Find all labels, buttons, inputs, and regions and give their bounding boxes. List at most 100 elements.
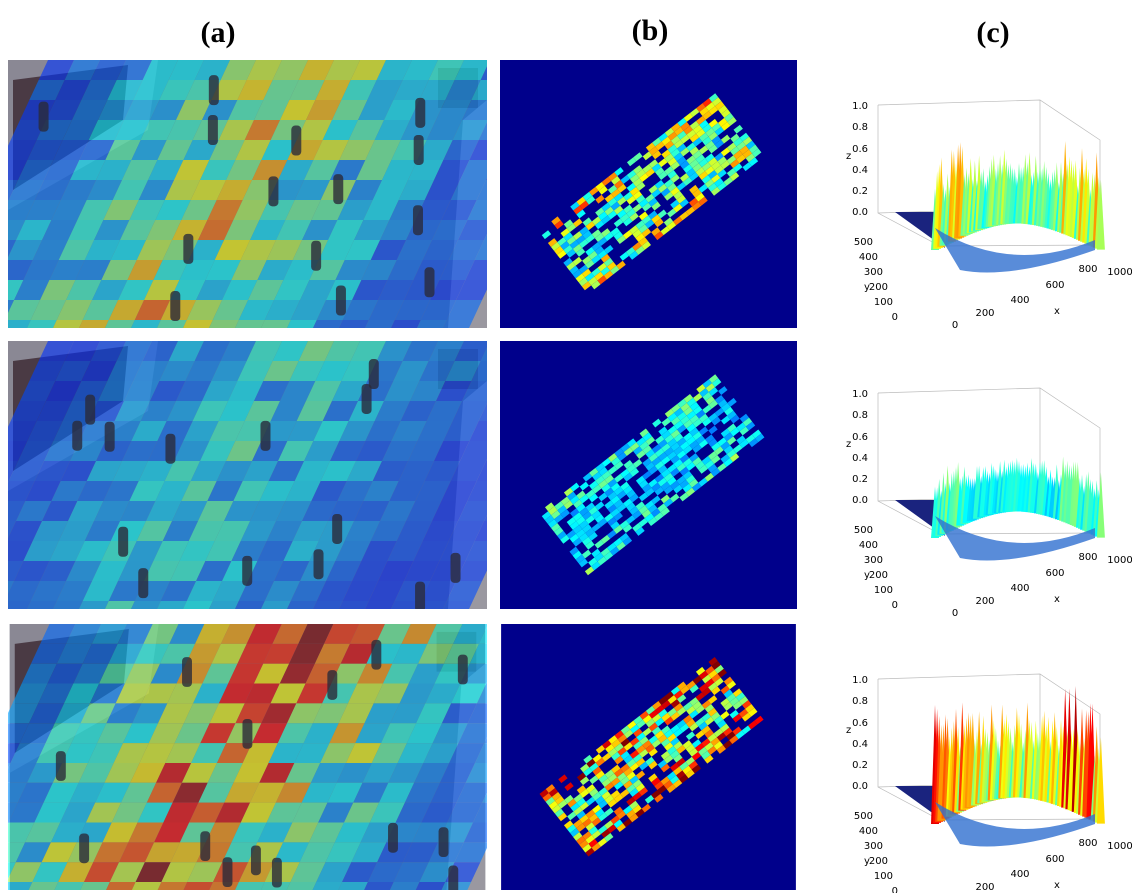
z-tick-label: 0.0 [852, 495, 868, 506]
z-tick-label: 0.8 [852, 696, 868, 707]
panel-label: (a) [201, 16, 236, 49]
person [311, 241, 321, 271]
y-axis-label: y [864, 856, 870, 867]
person [260, 421, 270, 451]
z-tick-label: 0.0 [852, 207, 868, 218]
panel-label: (b) [632, 14, 669, 47]
heat-cell [0, 882, 32, 893]
person [451, 553, 461, 583]
person [327, 670, 337, 700]
heat-cell [0, 601, 5, 621]
z-axis-label: z [846, 439, 851, 450]
y-tick-label: 100 [874, 585, 893, 596]
y-tick-label: 0 [892, 886, 898, 893]
x-tick-label: 1000 [1107, 267, 1132, 278]
y-tick-label: 300 [864, 841, 883, 852]
z-tick-label: 1.0 [852, 101, 868, 112]
person [414, 135, 424, 165]
x-tick-label: 600 [1045, 280, 1064, 291]
z-tick-label: 0.0 [852, 781, 868, 792]
x-tick-label: 400 [1010, 869, 1029, 880]
person [369, 359, 379, 389]
surface-plot: 0.00.20.40.60.81.00100200300400500020040… [846, 388, 1132, 619]
y-tick-label: 200 [869, 856, 888, 867]
background [500, 60, 797, 328]
heat-cell [0, 200, 9, 220]
z-axis-label: z [846, 725, 851, 736]
y-tick-label: 300 [864, 555, 883, 566]
z-tick-label: 0.4 [852, 453, 868, 464]
person [72, 421, 82, 451]
surface-plot: 0.00.20.40.60.81.00100200300400500020040… [846, 100, 1132, 331]
background [501, 624, 796, 890]
person [242, 719, 252, 749]
z-tick-label: 0.2 [852, 186, 868, 197]
person [336, 285, 346, 315]
y-tick-label: 0 [892, 600, 898, 611]
y-axis-label: y [864, 570, 870, 581]
person [209, 75, 219, 105]
person [79, 833, 89, 863]
heat-cell [0, 260, 7, 280]
person [183, 234, 193, 264]
person [314, 549, 324, 579]
x-tick-label: 0 [952, 320, 958, 331]
z-tick-label: 0.2 [852, 474, 868, 485]
x-tick-label: 0 [952, 608, 958, 619]
y-axis-label: y [864, 282, 870, 293]
z-tick-label: 0.6 [852, 432, 868, 443]
person [182, 657, 192, 687]
heat-cell [0, 481, 9, 501]
y-tick-label: 500 [854, 525, 873, 536]
x-tick-label: 800 [1078, 264, 1097, 275]
x-tick-label: 800 [1078, 552, 1097, 563]
y-tick-label: 200 [869, 282, 888, 293]
y-tick-label: 400 [859, 826, 878, 837]
y-tick-label: 100 [874, 297, 893, 308]
person [291, 126, 301, 156]
figure: (a) (b) (c) 0.00.20.40.60.81.00100200300… [0, 0, 1132, 893]
z-tick-label: 0.8 [852, 122, 868, 133]
person [332, 514, 342, 544]
x-axis-label: x [1054, 880, 1060, 891]
person [362, 384, 372, 414]
z-tick-label: 0.2 [852, 760, 868, 771]
density-map [500, 341, 797, 609]
density-map [500, 60, 797, 328]
x-tick-label: 400 [1010, 583, 1029, 594]
y-tick-label: 300 [864, 267, 883, 278]
person [118, 527, 128, 557]
z-tick-label: 0.6 [852, 718, 868, 729]
person [388, 823, 398, 853]
person [458, 655, 468, 685]
person [333, 174, 343, 204]
x-tick-label: 200 [975, 882, 994, 893]
y-tick-label: 500 [854, 237, 873, 248]
person [170, 291, 180, 321]
heat-cell [0, 601, 31, 621]
z-tick-label: 1.0 [852, 389, 868, 400]
y-tick-label: 400 [859, 540, 878, 551]
person [415, 98, 425, 128]
person [208, 115, 218, 145]
heat-cell [0, 320, 5, 340]
heat-cell [0, 783, 1, 803]
x-axis-label: x [1054, 306, 1060, 317]
person [439, 827, 449, 857]
z-axis-label: z [846, 151, 851, 162]
person [251, 845, 261, 875]
z-tick-label: 0.4 [852, 165, 868, 176]
person [165, 434, 175, 464]
x-tick-label: 600 [1045, 854, 1064, 865]
density-map [501, 624, 796, 890]
x-tick-label: 400 [1010, 295, 1029, 306]
person [223, 857, 233, 887]
person [200, 831, 210, 861]
person [448, 866, 458, 893]
heat-cell [0, 320, 31, 340]
x-axis-label: x [1054, 594, 1060, 605]
y-tick-label: 0 [892, 312, 898, 323]
x-tick-label: 1000 [1107, 555, 1132, 566]
z-tick-label: 1.0 [852, 675, 868, 686]
person [371, 640, 381, 670]
